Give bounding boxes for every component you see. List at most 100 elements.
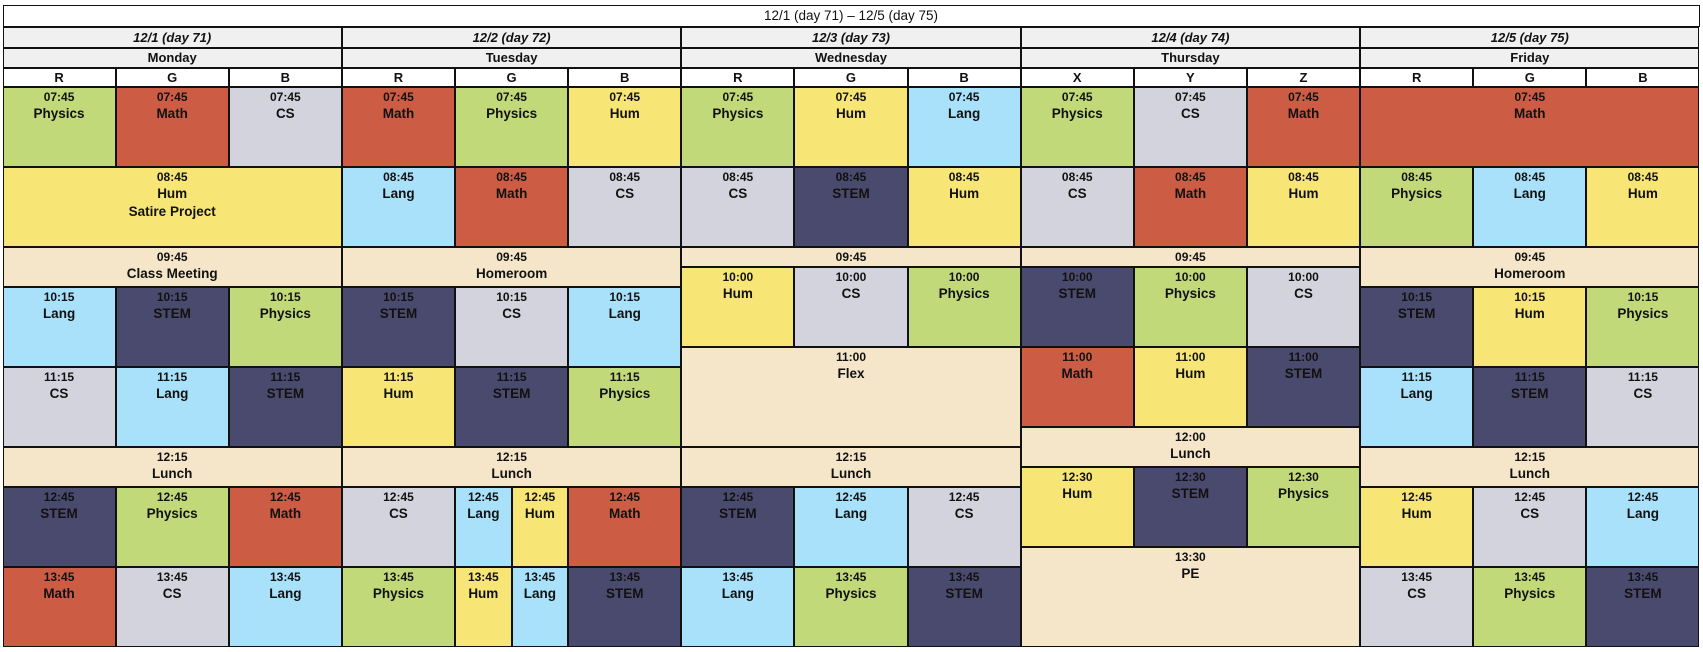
schedule-block-class[interactable]: 11:15 CS: [2, 366, 116, 447]
schedule-block-class[interactable]: 12:45 STEM: [2, 486, 116, 567]
schedule-block-class[interactable]: 07:45 Lang: [907, 86, 1021, 167]
schedule-block-break[interactable]: 11:00 Flex: [681, 346, 1021, 447]
schedule-block-class[interactable]: 13:45 Physics: [341, 566, 456, 647]
schedule-block-class[interactable]: 07:45 Physics: [2, 86, 116, 167]
schedule-block-class[interactable]: 08:45 CS: [1020, 166, 1134, 247]
schedule-block-class[interactable]: 10:15 STEM: [1360, 286, 1474, 367]
schedule-block-class[interactable]: 13:45 Physics: [794, 566, 908, 647]
schedule-block-class[interactable]: 07:45 CS: [228, 86, 342, 167]
schedule-block-class[interactable]: 11:15 Physics: [568, 366, 682, 447]
schedule-block-class[interactable]: 12:45 STEM: [681, 486, 795, 567]
schedule-block-class[interactable]: 10:00 Physics: [907, 266, 1021, 347]
schedule-block-class[interactable]: 07:45 CS: [1133, 86, 1247, 167]
block-start-time: 12:00: [1175, 429, 1206, 444]
schedule-block-class[interactable]: 13:45 STEM: [1586, 566, 1700, 647]
schedule-block-class[interactable]: 10:00 Physics: [1133, 266, 1247, 347]
schedule-block-class[interactable]: 10:00 STEM: [1020, 266, 1134, 347]
schedule-block-class[interactable]: 13:45 STEM: [907, 566, 1021, 647]
schedule-block-class[interactable]: 12:45 Hum: [1360, 486, 1474, 567]
schedule-block-break[interactable]: 12:15 Lunch: [341, 446, 682, 487]
schedule-block-class[interactable]: 10:15 Lang: [2, 286, 116, 367]
schedule-block-break[interactable]: 09:45: [1020, 246, 1361, 267]
schedule-block-class[interactable]: 12:45 Hum: [511, 486, 569, 567]
schedule-block-class[interactable]: 12:30 STEM: [1133, 466, 1247, 547]
schedule-block-class[interactable]: 11:15 STEM: [228, 366, 342, 447]
schedule-block-class[interactable]: 08:45 Hum: [1586, 166, 1700, 247]
schedule-block-class[interactable]: 12:45 CS: [341, 486, 456, 567]
schedule-block-class[interactable]: 12:45 Lang: [455, 486, 512, 567]
schedule-block-class[interactable]: 08:45 Lang: [1473, 166, 1587, 247]
schedule-block-class[interactable]: 07:45 Physics: [1020, 86, 1134, 167]
schedule-block-class[interactable]: 07:45 Physics: [455, 86, 569, 167]
schedule-block-class[interactable]: 10:15 STEM: [341, 286, 456, 367]
schedule-block-class[interactable]: 12:45 Lang: [794, 486, 908, 567]
schedule-block-break[interactable]: 12:15 Lunch: [681, 446, 1021, 487]
schedule-block-class[interactable]: 12:45 Lang: [1586, 486, 1700, 567]
schedule-block-break[interactable]: 12:00 Lunch: [1020, 426, 1361, 467]
schedule-block-break[interactable]: 12:15 Lunch: [1360, 446, 1700, 487]
schedule-block-class[interactable]: 07:45 Math: [115, 86, 229, 167]
schedule-block-class[interactable]: 08:45 Hum: [907, 166, 1021, 247]
day-name-header: Tuesday: [341, 47, 682, 68]
schedule-block-class[interactable]: 12:30 Physics: [1246, 466, 1361, 547]
schedule-block-class[interactable]: 07:45 Hum: [568, 86, 682, 167]
schedule-block-class[interactable]: 07:45 Math: [1246, 86, 1361, 167]
schedule-block-class[interactable]: 13:45 STEM: [568, 566, 682, 647]
schedule-block-break[interactable]: 13:30 PE: [1020, 546, 1361, 647]
schedule-block-break[interactable]: 09:45: [681, 246, 1021, 267]
schedule-block-break[interactable]: 12:15 Lunch: [2, 446, 342, 487]
block-subject: CS: [389, 505, 408, 521]
schedule-block-class[interactable]: 10:15 Physics: [228, 286, 342, 367]
schedule-block-class[interactable]: 08:45 Lang: [341, 166, 456, 247]
schedule-block-class[interactable]: 13:45 Math: [2, 566, 116, 647]
schedule-block-class[interactable]: 12:45 Math: [228, 486, 342, 567]
schedule-block-class[interactable]: 08:45 Hum Satire Project: [2, 166, 342, 247]
schedule-block-class[interactable]: 13:45 Lang: [681, 566, 795, 647]
schedule-block-class[interactable]: 10:15 STEM: [115, 286, 229, 367]
schedule-block-class[interactable]: 13:45 CS: [1360, 566, 1474, 647]
schedule-block-break[interactable]: 09:45 Homeroom: [341, 246, 682, 287]
schedule-block-class[interactable]: 11:00 STEM: [1246, 346, 1361, 427]
schedule-block-class[interactable]: 08:45 Math: [1133, 166, 1247, 247]
schedule-block-class[interactable]: 13:45 Lang: [511, 566, 569, 647]
schedule-block-break[interactable]: 09:45 Class Meeting: [2, 246, 342, 287]
schedule-block-class[interactable]: 11:15 CS: [1586, 366, 1700, 447]
schedule-block-class[interactable]: 10:00 CS: [1246, 266, 1361, 347]
schedule-block-class[interactable]: 10:15 Lang: [568, 286, 682, 367]
schedule-block-class[interactable]: 12:45 Physics: [115, 486, 229, 567]
schedule-block-class[interactable]: 13:45 Physics: [1473, 566, 1587, 647]
schedule-block-class[interactable]: 08:45 Hum: [1246, 166, 1361, 247]
schedule-block-class[interactable]: 11:15 Hum: [341, 366, 456, 447]
schedule-block-class[interactable]: 07:45 Math: [1360, 86, 1700, 167]
schedule-block-class[interactable]: 12:45 CS: [907, 486, 1021, 567]
schedule-block-class[interactable]: 11:15 Lang: [1360, 366, 1474, 447]
block-subject: Physics: [938, 285, 990, 301]
schedule-block-class[interactable]: 07:45 Math: [341, 86, 456, 167]
schedule-block-class[interactable]: 11:15 Lang: [115, 366, 229, 447]
schedule-block-break[interactable]: 09:45 Homeroom: [1360, 246, 1700, 287]
schedule-block-class[interactable]: 07:45 Hum: [794, 86, 908, 167]
schedule-block-class[interactable]: 08:45 STEM: [794, 166, 908, 247]
schedule-block-class[interactable]: 11:00 Math: [1020, 346, 1134, 427]
schedule-block-class[interactable]: 10:15 CS: [455, 286, 569, 367]
block-start-time: 11:15: [383, 369, 414, 384]
schedule-block-class[interactable]: 08:45 Math: [455, 166, 569, 247]
block-subject: Hum: [524, 505, 555, 521]
schedule-block-class[interactable]: 11:00 Hum: [1133, 346, 1247, 427]
schedule-block-class[interactable]: 08:45 CS: [681, 166, 795, 247]
schedule-block-class[interactable]: 10:00 Hum: [681, 266, 795, 347]
schedule-block-class[interactable]: 10:15 Hum: [1473, 286, 1587, 367]
schedule-block-class[interactable]: 13:45 CS: [115, 566, 229, 647]
schedule-block-class[interactable]: 11:15 STEM: [455, 366, 569, 447]
schedule-block-class[interactable]: 10:00 CS: [794, 266, 908, 347]
schedule-block-class[interactable]: 13:45 Lang: [228, 566, 342, 647]
schedule-block-class[interactable]: 12:45 Math: [568, 486, 682, 567]
schedule-block-class[interactable]: 07:45 Physics: [681, 86, 795, 167]
schedule-block-class[interactable]: 12:45 CS: [1473, 486, 1587, 567]
schedule-block-class[interactable]: 08:45 Physics: [1360, 166, 1474, 247]
schedule-block-class[interactable]: 11:15 STEM: [1473, 366, 1587, 447]
schedule-block-class[interactable]: 13:45 Hum: [455, 566, 512, 647]
schedule-block-class[interactable]: 08:45 CS: [568, 166, 682, 247]
schedule-block-class[interactable]: 10:15 Physics: [1586, 286, 1700, 367]
schedule-block-class[interactable]: 12:30 Hum: [1020, 466, 1134, 547]
